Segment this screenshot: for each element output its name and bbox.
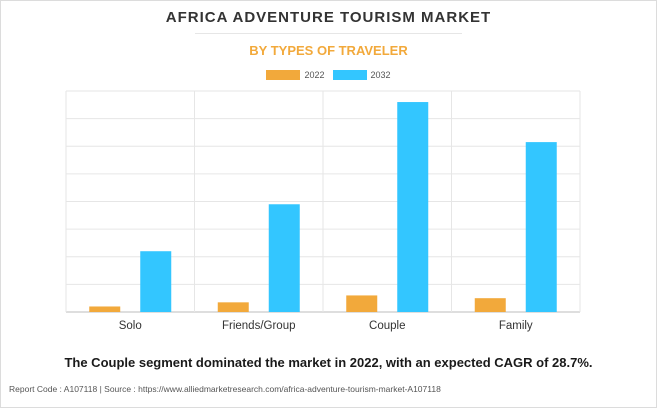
chart-title: AFRICA ADVENTURE TOURISM MARKET (165, 9, 492, 26)
x-tick-label: Solo (119, 320, 142, 332)
bar-2022-solo (89, 306, 121, 312)
chart-subtitle: BY TYPES OF TRAVELER (249, 43, 408, 58)
bar-2022-friends-group (217, 302, 249, 312)
bar-2032-solo (140, 251, 172, 312)
bar-2032-family (525, 142, 557, 312)
bar-2022-family (474, 298, 506, 312)
legend-label-2032: 2032 (370, 70, 391, 80)
legend-label-2022: 2022 (304, 70, 325, 80)
legend-item-2022[interactable]: 2022 (266, 70, 325, 80)
x-tick-label: Family (499, 320, 533, 332)
bar-2032-couple (397, 102, 429, 312)
x-tick-label: Couple (369, 320, 405, 332)
legend-swatch-2022 (266, 70, 301, 80)
legend-item-2032[interactable]: 2032 (332, 70, 391, 80)
bar-2022-couple (346, 295, 378, 312)
x-tick-label: Friends/Group (222, 320, 296, 332)
summary-text: The Couple segment dominated the market … (64, 355, 593, 370)
title-divider (195, 33, 462, 34)
bar-2032-friends-group (268, 204, 300, 312)
legend: 2022 2032 (0, 70, 657, 80)
source-text: Report Code : A107118 | Source : https:/… (9, 384, 441, 394)
legend-swatch-2032 (332, 70, 367, 80)
